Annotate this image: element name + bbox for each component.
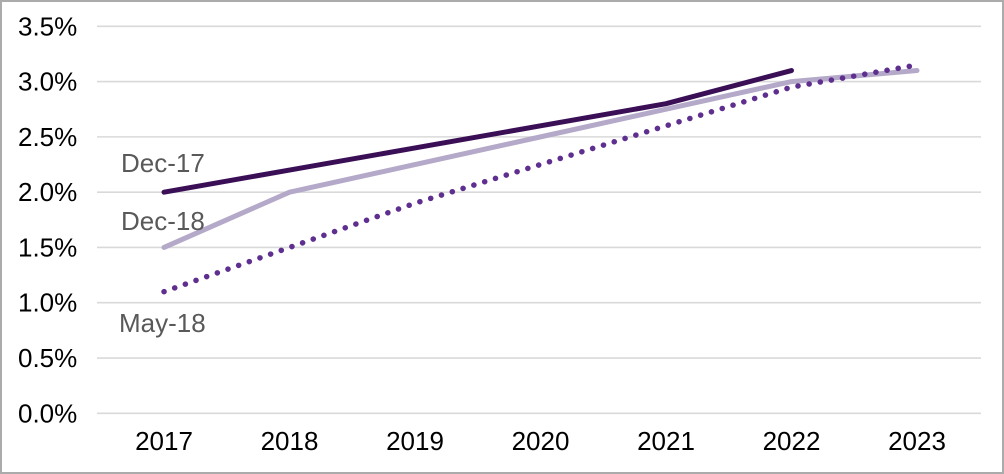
y-axis-tick-label: 2.0% <box>18 177 77 207</box>
series-line-dec-17 <box>161 68 794 195</box>
y-axis-tick-label: 1.5% <box>18 232 77 262</box>
x-axis-tick-label: 2023 <box>888 426 946 456</box>
y-axis-tick-label: 3.5% <box>18 11 77 41</box>
x-axis-tick-label: 2021 <box>637 426 695 456</box>
series-line-may-18 <box>161 62 920 295</box>
series-line-dec-18 <box>161 68 920 250</box>
y-axis-tick-label: 0.0% <box>18 398 77 428</box>
x-axis-tick-label: 2022 <box>763 426 821 456</box>
x-axis-tick-label: 2019 <box>386 426 444 456</box>
series-label-dec-17: Dec-17 <box>121 148 205 178</box>
series-label-dec-18: Dec-18 <box>121 206 205 236</box>
series-label-may-18: May-18 <box>119 308 206 338</box>
y-axis-tick-label: 0.5% <box>18 343 77 373</box>
y-axis-tick-label: 3.0% <box>18 67 77 97</box>
y-axis-tick-label: 1.0% <box>18 288 77 318</box>
x-axis-tick-label: 2018 <box>261 426 319 456</box>
x-axis-tick-label: 2020 <box>512 426 570 456</box>
y-axis-tick-label: 2.5% <box>18 122 77 152</box>
x-axis-tick-label: 2017 <box>135 426 193 456</box>
